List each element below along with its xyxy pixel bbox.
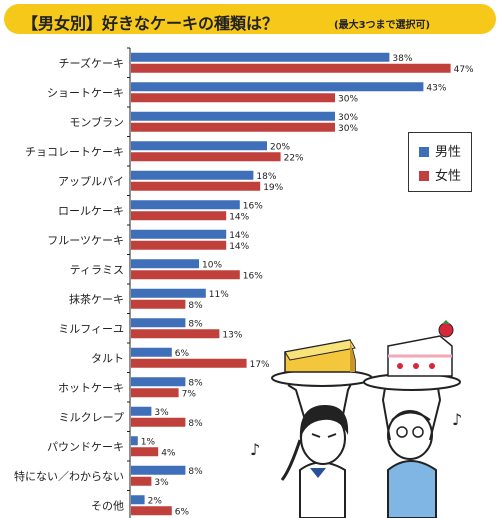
chart-title: 【男女別】好きなケーキの種類は？	[22, 14, 279, 33]
bar-male	[131, 259, 199, 269]
person-right-illustration	[363, 320, 461, 518]
bar-male	[131, 495, 145, 505]
category-label: パウンドケーキ	[47, 440, 124, 453]
bar-female	[131, 181, 261, 191]
data-label: 18%	[256, 172, 276, 182]
category-label: モンブラン	[69, 115, 124, 129]
data-label: 19%	[263, 183, 283, 193]
legend-swatch-female	[419, 171, 429, 181]
data-label: 16%	[243, 201, 263, 211]
data-label: 20%	[270, 142, 290, 152]
legend-item-male: 男性	[419, 141, 461, 160]
data-label: 6%	[175, 349, 190, 359]
bar-male	[131, 141, 267, 151]
category-label: ショートケーキ	[47, 86, 124, 99]
data-label: 2%	[148, 496, 163, 506]
category-label: その他	[91, 499, 124, 512]
data-label: 4%	[161, 448, 176, 458]
bar-female	[131, 122, 335, 132]
data-label: 14%	[229, 231, 249, 241]
data-label: 3%	[154, 478, 169, 488]
category-label: チーズケーキ	[59, 56, 124, 70]
bar-female	[131, 329, 220, 339]
bar-female	[131, 506, 172, 516]
bar-male	[131, 465, 186, 475]
bar-female	[131, 211, 227, 221]
data-label: 7%	[182, 389, 197, 399]
category-label: ロールケーキ	[58, 204, 124, 217]
data-label: 1%	[141, 437, 156, 447]
data-label: 30%	[338, 124, 358, 134]
data-label: 8%	[188, 378, 203, 388]
category-label: ティラミス	[70, 263, 124, 276]
data-label: 10%	[202, 260, 222, 270]
bar-male	[131, 436, 138, 446]
music-note-icon: ♪	[250, 440, 260, 459]
category-label: タルト	[91, 352, 124, 365]
music-note-icon: ♪	[452, 410, 462, 429]
bar-male	[131, 170, 254, 180]
category-label: ホットケーキ	[58, 381, 124, 394]
bar-male	[131, 82, 424, 92]
data-label: 47%	[454, 65, 474, 75]
data-label: 43%	[426, 83, 446, 93]
category-label: 抹茶ケーキ	[69, 293, 124, 306]
bar-male	[131, 406, 152, 416]
bar-male	[131, 229, 227, 239]
data-label: 6%	[175, 507, 190, 517]
category-label: ミルクレープ	[59, 411, 124, 424]
data-label: 14%	[229, 242, 249, 252]
data-label: 38%	[392, 54, 412, 64]
legend-label-female: 女性	[435, 169, 462, 184]
bar-female	[131, 63, 451, 73]
legend-label-male: 男性	[435, 145, 462, 160]
chart-subtitle: (最大3つまで選択可)	[334, 20, 431, 31]
bar-male	[131, 288, 206, 298]
category-label: 特にない／わからない	[14, 469, 124, 483]
bar-male	[131, 200, 240, 210]
bar-female	[131, 152, 281, 162]
person-left-illustration	[271, 339, 373, 518]
title-banner: 【男女別】好きなケーキの種類は？ (最大3つまで選択可)	[4, 4, 496, 34]
category-label: フルーツケーキ	[47, 234, 124, 247]
category-label: チョコレートケーキ	[25, 145, 124, 158]
data-label: 30%	[338, 94, 358, 104]
bar-female	[131, 358, 247, 368]
bar-female	[131, 388, 179, 398]
data-label: 3%	[154, 408, 169, 418]
bar-male	[131, 318, 186, 328]
data-label: 22%	[284, 153, 304, 163]
data-label: 14%	[229, 212, 249, 222]
bar-female	[131, 299, 186, 309]
bar-male	[131, 377, 186, 387]
bar-male	[131, 52, 390, 62]
data-label: 8%	[188, 419, 203, 429]
legend-item-female: 女性	[419, 165, 461, 184]
data-label: 17%	[250, 360, 270, 370]
data-label: 11%	[209, 290, 229, 300]
category-label: ミルフィーユ	[58, 322, 124, 335]
data-label: 8%	[188, 467, 203, 477]
bar-female	[131, 93, 335, 103]
bar-female	[131, 447, 159, 457]
data-label: 8%	[188, 301, 203, 311]
bar-female	[131, 240, 227, 250]
data-label: 30%	[338, 113, 358, 123]
bar-male	[131, 347, 172, 357]
bar-female	[131, 270, 240, 280]
data-label: 13%	[222, 330, 242, 340]
chart-legend: 男性 女性	[408, 132, 472, 192]
data-label: 16%	[243, 271, 263, 281]
bar-male	[131, 111, 335, 121]
bar-female	[131, 417, 186, 427]
legend-swatch-male	[419, 147, 429, 157]
data-label: 8%	[188, 319, 203, 329]
bar-female	[131, 476, 152, 486]
category-label: アップルパイ	[58, 175, 124, 188]
